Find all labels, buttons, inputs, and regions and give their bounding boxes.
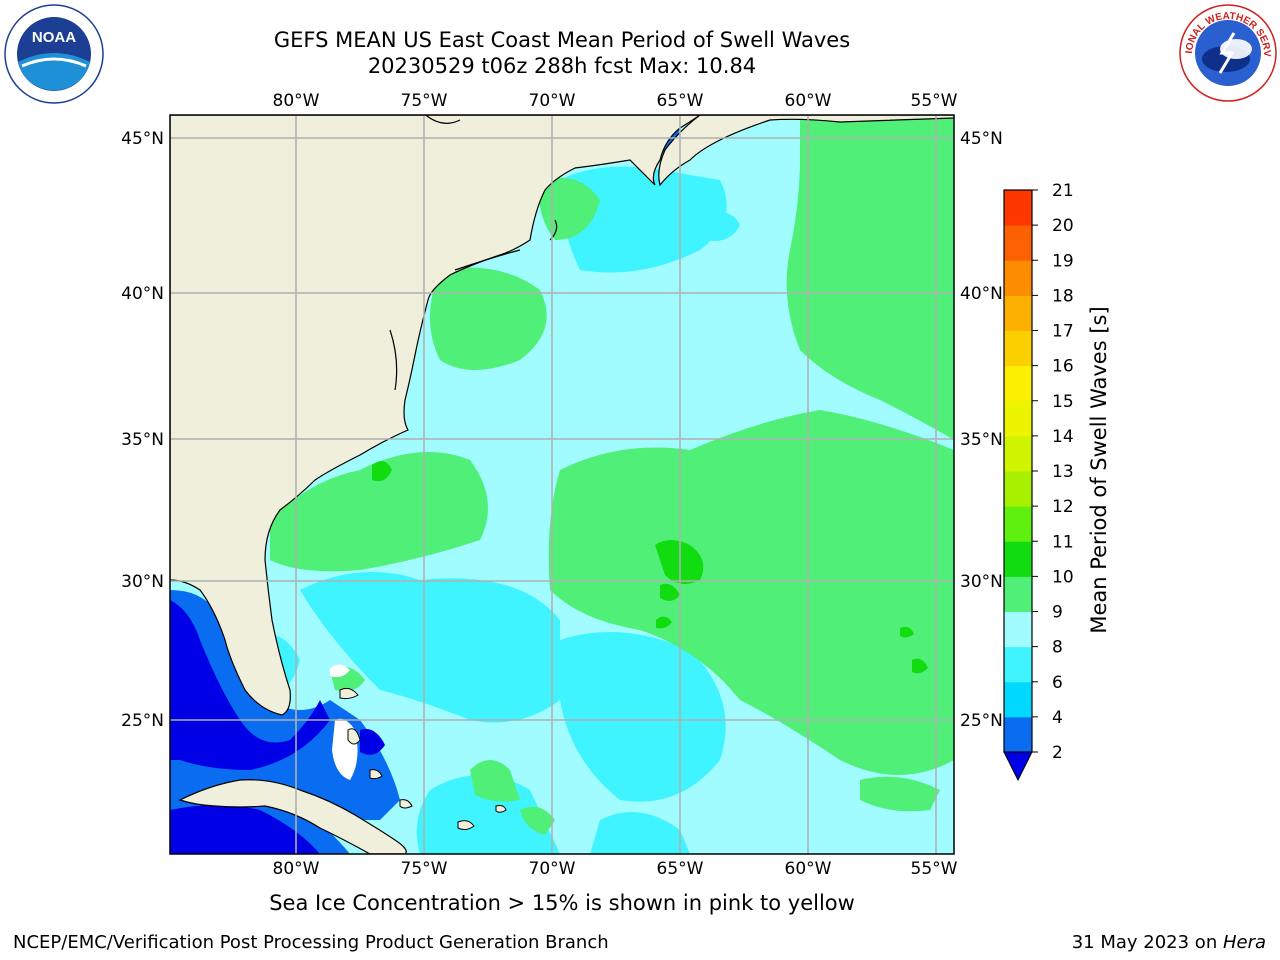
lon-label: 65°W xyxy=(657,859,704,879)
colorbar: 2 4 6 8 9 10 11 12 13 14 15 16 17 18 19 20 21 xyxy=(1003,181,1074,782)
colorbar-tick-label: 17 xyxy=(1052,322,1074,342)
colorbar-swatch xyxy=(1004,681,1032,718)
colorbar-tick-label: 6 xyxy=(1052,673,1063,693)
map-frame xyxy=(169,114,955,855)
map-canvas xyxy=(170,115,954,854)
lat-label: 35°N xyxy=(960,430,1003,450)
nws-logo-icon: NATIONAL WEATHER SERVICE xyxy=(1178,3,1277,102)
north-america-land xyxy=(170,115,702,716)
lat-label: 30°N xyxy=(121,572,164,592)
colorbar-tick-label: 8 xyxy=(1052,638,1063,658)
lat-label: 40°N xyxy=(121,284,164,304)
lon-label: 60°W xyxy=(785,91,832,111)
colorbar-tick-label: 9 xyxy=(1052,603,1063,623)
colorbar-tick-label: 2 xyxy=(1052,743,1063,763)
lon-label: 80°W xyxy=(273,859,320,879)
colorbar-tick-label: 10 xyxy=(1052,567,1074,587)
colorbar-swatch xyxy=(1004,190,1032,226)
colorbar-swatch xyxy=(1004,225,1032,261)
cuba-land xyxy=(178,779,407,854)
colorbar-tick-label: 11 xyxy=(1052,532,1074,552)
graticule xyxy=(170,115,954,854)
lon-labels-bottom: 80°W 75°W 70°W 65°W 60°W 55°W xyxy=(273,859,958,879)
lat-label: 35°N xyxy=(121,430,164,450)
colorbar-swatch xyxy=(1004,611,1032,648)
footer-date: 31 May 2023 on Hera xyxy=(1072,932,1266,953)
colorbar-tick-label: 21 xyxy=(1052,181,1074,201)
sea-ice-caption: Sea Ice Concentration > 15% is shown in … xyxy=(269,891,855,915)
lon-label: 70°W xyxy=(529,91,576,111)
lat-labels-left: 45°N 40°N 35°N 30°N 25°N xyxy=(121,129,164,731)
lon-label: 75°W xyxy=(401,91,448,111)
bahamas-islands xyxy=(339,687,507,831)
lon-label: 65°W xyxy=(657,91,704,111)
lat-label: 25°N xyxy=(960,711,1003,731)
coastline-details xyxy=(389,115,558,391)
period-10-11-field xyxy=(372,461,928,674)
colorbar-swatch xyxy=(1004,400,1032,437)
colorbar-swatch xyxy=(1004,541,1032,577)
colorbar-swatch xyxy=(1004,330,1032,367)
lat-label: 45°N xyxy=(121,129,164,149)
lat-label: 25°N xyxy=(121,711,164,731)
noaa-logo-icon: NOAA xyxy=(4,4,104,104)
lon-label: 80°W xyxy=(273,91,320,111)
colorbar-tick-label: 13 xyxy=(1052,462,1074,482)
colorbar-swatch xyxy=(1004,646,1032,683)
colorbar-tick-label: 4 xyxy=(1052,708,1063,728)
colorbar-tick-label: 20 xyxy=(1052,216,1074,236)
lon-label: 75°W xyxy=(401,859,448,879)
colorbar-tick-label: 12 xyxy=(1052,497,1074,517)
lon-label: 70°W xyxy=(529,859,576,879)
lat-labels-right: 45°N 40°N 35°N 30°N 25°N xyxy=(960,129,1003,731)
maritimes-land xyxy=(658,115,954,187)
colorbar-tick-label: 14 xyxy=(1052,427,1074,447)
lat-label: 45°N xyxy=(960,129,1003,149)
noaa-logo-text: NOAA xyxy=(32,29,76,46)
colorbar-tick-label: 15 xyxy=(1052,392,1074,412)
footer-credit: NCEP/EMC/Verification Post Processing Pr… xyxy=(13,932,609,953)
colorbar-tick-label: 19 xyxy=(1052,251,1074,271)
footer-date-text: 31 May 2023 on xyxy=(1071,932,1223,953)
colorbar-swatch xyxy=(1004,435,1032,472)
colorbar-tick-label: 18 xyxy=(1052,286,1074,306)
colorbar-swatch xyxy=(1004,576,1032,612)
forecast-subtitle: 20230529 t06z 288h fcst Max: 10.84 xyxy=(367,54,757,78)
lat-label: 40°N xyxy=(960,284,1003,304)
lat-label: 30°N xyxy=(960,572,1003,592)
lon-label: 60°W xyxy=(785,859,832,879)
colorbar-swatch xyxy=(1004,295,1032,331)
colorbar-extend-arrow xyxy=(1003,751,1033,782)
colorbar-swatch xyxy=(1004,471,1032,507)
footer-machine: Hera xyxy=(1222,932,1266,953)
lon-label: 55°W xyxy=(911,91,958,111)
colorbar-swatch xyxy=(1004,260,1032,296)
colorbar-swatch xyxy=(1004,506,1032,542)
lon-labels-top: 80°W 75°W 70°W 65°W 60°W 55°W xyxy=(273,91,958,111)
page-title: GEFS MEAN US East Coast Mean Period of S… xyxy=(273,28,851,52)
colorbar-tick-label: 16 xyxy=(1052,357,1074,377)
colorbar-label: Mean Period of Swell Waves [s] xyxy=(1087,306,1111,633)
lon-label: 55°W xyxy=(911,859,958,879)
colorbar-swatch xyxy=(1004,716,1032,753)
colorbar-swatch xyxy=(1004,365,1032,402)
